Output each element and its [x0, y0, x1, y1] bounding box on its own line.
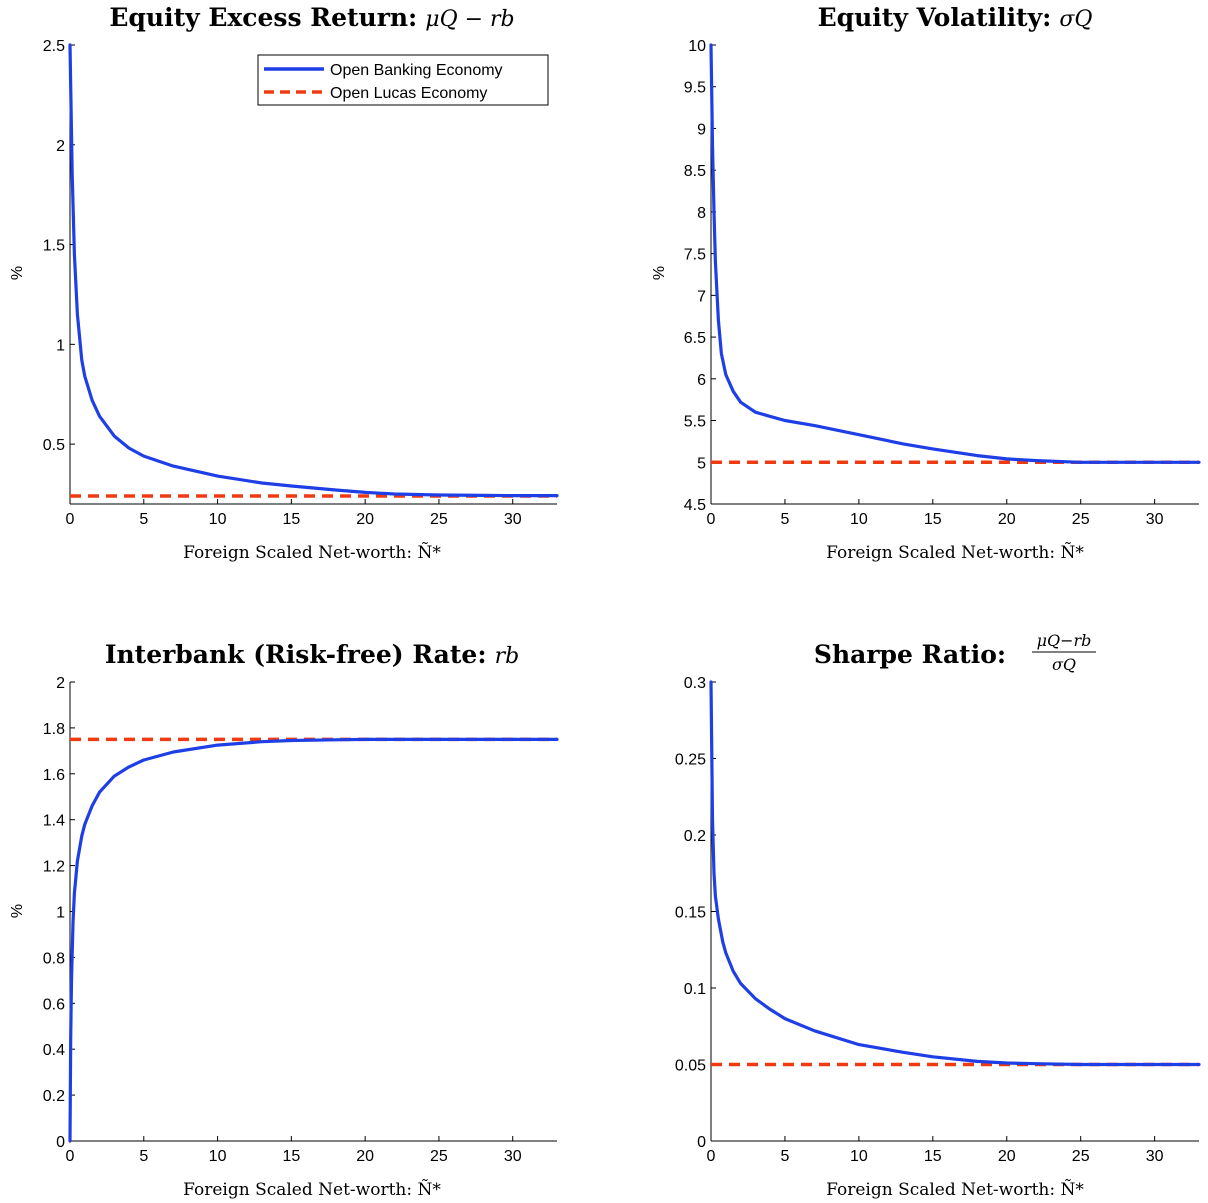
x-tick-label: 30	[1146, 1148, 1164, 1165]
y-tick-label: 0.25	[675, 752, 706, 769]
y-tick-label: 0.1	[684, 981, 706, 998]
y-tick-label: 0.4	[43, 1042, 65, 1059]
x-axis-label: Foreign Scaled Net-worth: Ñ*	[826, 542, 1084, 563]
y-tick-label: 1.8	[43, 721, 65, 738]
x-tick-label: 15	[282, 511, 300, 528]
ticks-group: 0 5 10 15 20 25 30 4.5 5 5.5 6 6.5 7 7.5 8 8.5 9 9.5 10	[684, 38, 1199, 528]
y-tick-label: 0.2	[684, 828, 706, 845]
panel-title: Equity Volatility: σQ	[818, 3, 1093, 32]
y-tick-label: 8.5	[684, 163, 706, 180]
plot-area	[68, 43, 559, 498]
x-tick-label: 0	[707, 511, 716, 528]
x-tick-label: 5	[139, 511, 148, 528]
x-axis-label: Foreign Scaled Net-worth: Ñ*	[826, 1179, 1084, 1200]
x-axis-label: Foreign Scaled Net-worth: Ñ*	[183, 542, 441, 563]
legend-label-lucas: Open Lucas Economy	[330, 85, 487, 102]
panel-sharpe-ratio: Sharpe Ratio: μQ−rb σQ Foreign Scaled Ne…	[675, 631, 1201, 1200]
y-tick-label: 7.5	[684, 247, 706, 264]
y-tick-label: 0	[697, 1134, 706, 1151]
legend-label-banking: Open Banking Economy	[330, 62, 503, 79]
panel-equity-excess-return: Equity Excess Return: μQ − rb % Foreign S…	[9, 3, 559, 563]
panel-interbank-rate: Interbank (Risk-free) Rate: rb % Foreign …	[9, 640, 559, 1200]
plot-area	[68, 737, 559, 1143]
x-tick-label: 5	[780, 511, 789, 528]
ticks-group: 0 5 10 15 20 25 30 0 0.2 0.4 0.6 0.8 1 1.2 1.4 1.6 1.8 2	[43, 675, 557, 1165]
panel-equity-volatility: Equity Volatility: σQ % Foreign Scaled Ne…	[651, 3, 1201, 563]
y-tick-label: 1.4	[43, 813, 65, 830]
y-tick-label: 2.5	[43, 38, 65, 55]
y-tick-label: 0.3	[684, 675, 706, 692]
x-tick-label: 20	[356, 1148, 374, 1165]
x-tick-label: 10	[209, 1148, 227, 1165]
legend-box	[257, 54, 549, 106]
y-tick-label: 0.6	[43, 996, 65, 1013]
x-tick-label: 30	[1146, 511, 1164, 528]
plot-area	[709, 43, 1201, 465]
series-line-banking	[68, 43, 559, 498]
y-tick-label: 0.15	[675, 905, 706, 922]
y-tick-label: 0.8	[43, 950, 65, 967]
series-line-banking	[709, 680, 1201, 1067]
x-tick-label: 20	[998, 511, 1016, 528]
x-tick-label: 15	[282, 1148, 300, 1165]
x-tick-label: 5	[780, 1148, 789, 1165]
ticks-group: 0 5 10 15 20 25 30 0.5 1 1.5 2 2.5	[43, 38, 557, 528]
y-tick-label: 1.6	[43, 767, 65, 784]
y-tick-label: 1.5	[43, 238, 65, 255]
title-fraction-numerator: μQ−rb	[1037, 631, 1092, 650]
y-tick-label: 6	[697, 372, 706, 389]
y-tick-label: 8	[697, 205, 706, 222]
y-tick-label: 10	[688, 38, 706, 55]
title-fraction: μQ−rb σQ	[1032, 631, 1096, 674]
x-tick-label: 25	[430, 511, 448, 528]
x-tick-label: 25	[430, 1148, 448, 1165]
legend: Open Banking Economy Open Lucas Economy	[257, 54, 549, 106]
y-tick-label: 4.5	[684, 497, 706, 514]
plot-area	[709, 680, 1201, 1067]
x-tick-label: 20	[356, 511, 374, 528]
x-tick-label: 15	[924, 1148, 942, 1165]
y-tick-label: 9.5	[684, 80, 706, 97]
y-tick-label: 0.05	[675, 1058, 706, 1075]
x-tick-label: 25	[1072, 511, 1090, 528]
y-tick-label: 2	[56, 675, 65, 692]
y-tick-label: 2	[56, 138, 65, 155]
y-tick-label: 9	[697, 121, 706, 138]
y-tick-label: 6.5	[684, 330, 706, 347]
series-line-banking	[709, 43, 1201, 464]
y-tick-label: 1.2	[43, 859, 65, 876]
x-tick-label: 15	[924, 511, 942, 528]
x-tick-label: 20	[998, 1148, 1016, 1165]
x-tick-label: 10	[850, 511, 868, 528]
y-axis-label: %	[651, 266, 668, 280]
panel-title: Sharpe Ratio:	[814, 640, 1006, 669]
panel-title: Equity Excess Return: μQ − rb	[109, 3, 514, 32]
x-tick-label: 0	[707, 1148, 716, 1165]
y-tick-label: 0.2	[43, 1088, 65, 1105]
panel-title: Interbank (Risk-free) Rate: rb	[105, 640, 519, 669]
y-tick-label: 5.5	[684, 414, 706, 431]
y-axis-label: %	[9, 904, 26, 918]
x-tick-label: 0	[66, 1148, 75, 1165]
ticks-group: 0 5 10 15 20 25 30 0 0.05 0.1 0.15 0.2 0.25 0.3	[675, 675, 1199, 1165]
y-tick-label: 5	[697, 455, 706, 472]
y-tick-label: 7	[697, 288, 706, 305]
y-tick-label: 1	[56, 905, 65, 922]
y-axis-label: %	[9, 266, 26, 280]
y-tick-label: 0.5	[43, 437, 65, 454]
x-axis-label: Foreign Scaled Net-worth: Ñ*	[183, 1179, 441, 1200]
y-tick-label: 1	[56, 337, 65, 354]
x-tick-label: 0	[66, 511, 75, 528]
title-fraction-denominator: σQ	[1052, 655, 1076, 674]
x-tick-label: 30	[504, 511, 522, 528]
series-line-banking	[68, 737, 559, 1143]
y-tick-label: 0	[56, 1134, 65, 1151]
x-tick-label: 5	[139, 1148, 148, 1165]
x-tick-label: 10	[850, 1148, 868, 1165]
x-tick-label: 25	[1072, 1148, 1090, 1165]
x-tick-label: 10	[209, 511, 227, 528]
x-tick-label: 30	[504, 1148, 522, 1165]
